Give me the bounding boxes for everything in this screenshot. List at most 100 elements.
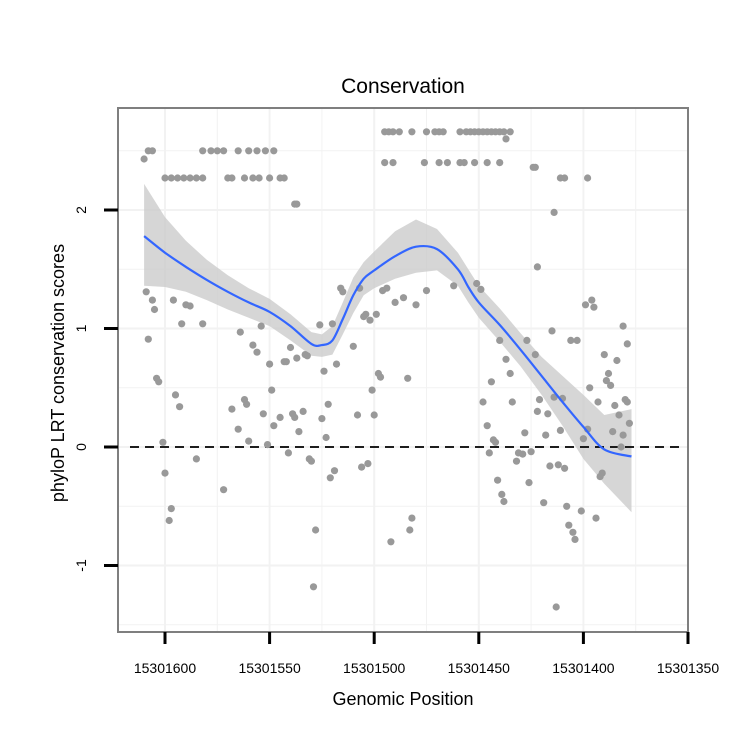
data-point bbox=[312, 526, 320, 534]
data-point bbox=[586, 384, 594, 392]
data-point bbox=[531, 163, 539, 171]
data-point bbox=[236, 328, 244, 336]
data-point bbox=[623, 398, 631, 406]
data-point bbox=[270, 147, 278, 155]
data-point bbox=[255, 174, 263, 182]
data-point bbox=[161, 469, 169, 477]
data-point bbox=[245, 437, 253, 445]
data-points bbox=[140, 128, 634, 611]
data-point bbox=[531, 351, 539, 359]
data-point bbox=[293, 354, 301, 362]
data-point bbox=[186, 302, 194, 310]
data-point bbox=[533, 263, 542, 271]
data-point bbox=[623, 340, 631, 348]
data-point bbox=[364, 460, 372, 468]
x-tick-label: 15301450 bbox=[448, 660, 511, 676]
data-point bbox=[362, 310, 370, 318]
data-point bbox=[491, 438, 500, 446]
data-point bbox=[604, 369, 613, 378]
data-point bbox=[389, 128, 397, 136]
data-point bbox=[370, 411, 378, 419]
y-axis: -1 0 1 2 bbox=[73, 206, 118, 572]
data-point bbox=[228, 174, 236, 182]
smooth-trend-line bbox=[143, 235, 632, 458]
data-point bbox=[404, 374, 412, 382]
x-tick-label: 15301500 bbox=[343, 660, 406, 676]
data-point bbox=[207, 147, 215, 155]
x-tick-label: 15301600 bbox=[134, 660, 197, 676]
data-point bbox=[556, 426, 565, 434]
data-point bbox=[519, 450, 527, 458]
data-point bbox=[268, 386, 276, 394]
data-point bbox=[243, 400, 251, 408]
data-point bbox=[533, 407, 542, 415]
data-point bbox=[571, 535, 579, 544]
data-point bbox=[307, 457, 315, 465]
data-point bbox=[376, 373, 385, 381]
data-point bbox=[234, 147, 242, 155]
data-point bbox=[521, 429, 529, 437]
data-point bbox=[276, 413, 284, 421]
data-point bbox=[609, 428, 617, 436]
data-point bbox=[339, 288, 347, 296]
data-point bbox=[324, 400, 332, 408]
data-point bbox=[332, 360, 341, 368]
data-point bbox=[330, 467, 339, 475]
data-point bbox=[240, 174, 249, 182]
data-point bbox=[167, 505, 175, 513]
data-point bbox=[554, 461, 562, 469]
data-point bbox=[266, 174, 274, 182]
data-point bbox=[295, 428, 303, 436]
data-point bbox=[178, 320, 186, 328]
data-point bbox=[548, 327, 556, 335]
y-tick-label: 0 bbox=[73, 443, 89, 451]
data-point bbox=[439, 128, 447, 136]
data-point bbox=[460, 159, 468, 167]
data-point bbox=[408, 128, 416, 136]
data-point bbox=[498, 490, 506, 498]
data-point bbox=[496, 159, 504, 167]
data-point bbox=[573, 336, 581, 344]
data-point bbox=[502, 135, 510, 143]
data-point bbox=[506, 369, 514, 378]
data-point bbox=[479, 398, 487, 406]
data-point bbox=[192, 455, 200, 463]
data-point bbox=[527, 448, 535, 456]
data-point bbox=[322, 433, 330, 442]
data-point bbox=[167, 174, 175, 182]
data-point bbox=[199, 147, 207, 155]
data-point bbox=[577, 507, 585, 515]
plot-panel-border bbox=[117, 107, 689, 633]
data-point bbox=[483, 159, 491, 167]
data-point bbox=[588, 296, 596, 304]
data-point bbox=[567, 336, 575, 344]
data-point bbox=[284, 449, 292, 457]
data-point bbox=[602, 377, 611, 385]
data-point bbox=[220, 486, 228, 494]
data-point bbox=[366, 316, 374, 324]
data-point bbox=[358, 463, 366, 471]
data-point bbox=[234, 425, 242, 433]
data-point bbox=[249, 174, 257, 182]
y-tick-label: 1 bbox=[73, 324, 89, 332]
data-point bbox=[176, 403, 184, 411]
data-point bbox=[525, 479, 533, 487]
data-point bbox=[625, 419, 634, 427]
data-point bbox=[502, 355, 510, 363]
data-point bbox=[496, 336, 504, 344]
data-point bbox=[552, 603, 560, 611]
data-point bbox=[293, 200, 301, 208]
data-point bbox=[148, 147, 156, 155]
data-point bbox=[316, 321, 324, 329]
data-point bbox=[309, 583, 318, 591]
data-point bbox=[408, 514, 416, 522]
data-point bbox=[174, 174, 182, 182]
data-point bbox=[581, 301, 590, 309]
data-point bbox=[540, 499, 548, 507]
data-point bbox=[506, 128, 514, 136]
data-point bbox=[395, 128, 403, 136]
data-point bbox=[512, 457, 521, 465]
data-point bbox=[148, 296, 156, 304]
data-point bbox=[144, 335, 152, 343]
